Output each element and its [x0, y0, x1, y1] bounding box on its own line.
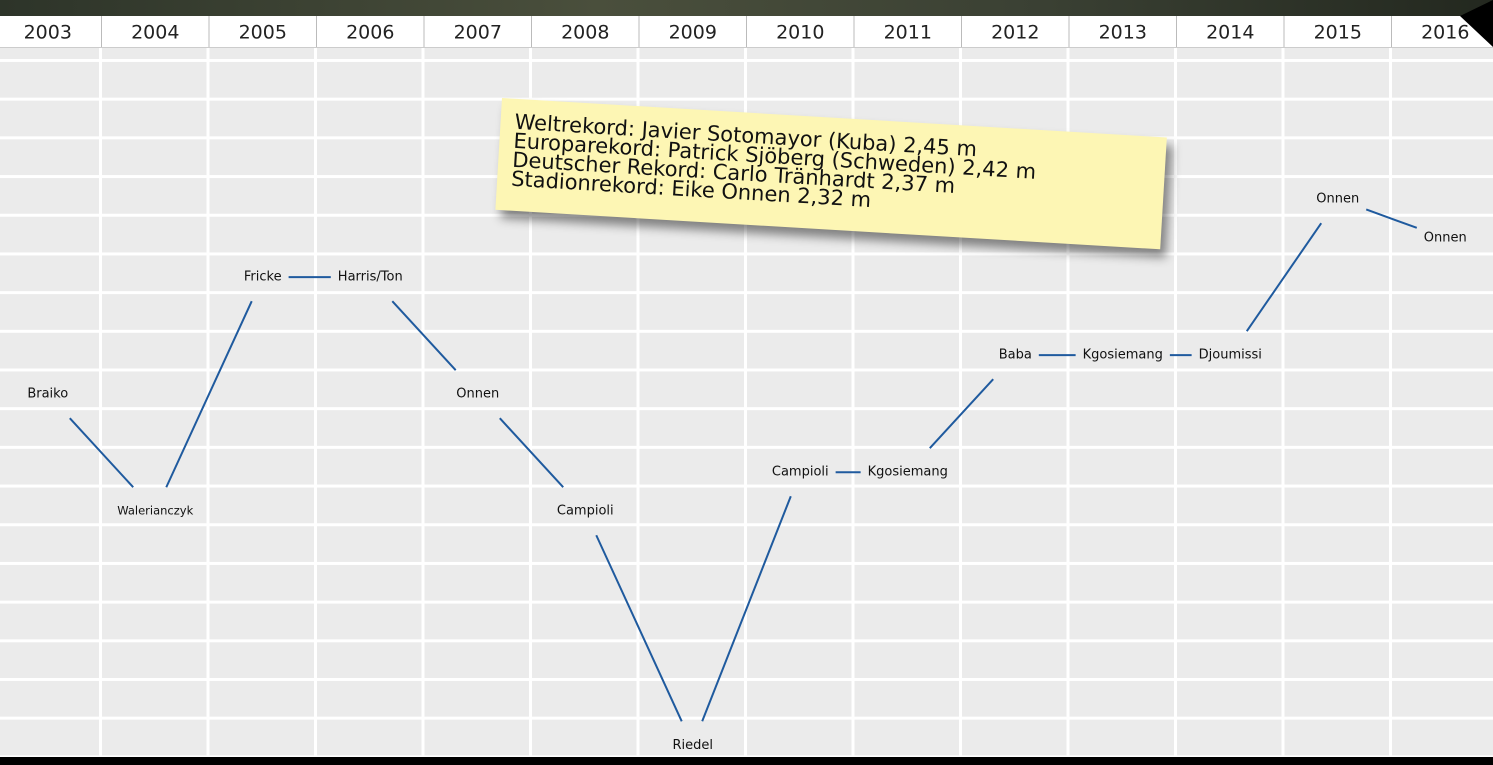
connector	[702, 496, 791, 721]
infographic: 2003 2004 2005 2006 2007 2008 2009 2010 2011 2012…	[0, 0, 1493, 765]
year-label: 2006	[346, 22, 394, 44]
year-label: 2010	[776, 22, 824, 44]
connector	[500, 418, 563, 487]
connector	[1247, 223, 1321, 331]
connector	[166, 301, 251, 487]
connector	[70, 418, 133, 487]
bottom-border	[0, 757, 1493, 765]
year-label: 2009	[669, 22, 717, 44]
connector	[930, 379, 993, 448]
point-label: Fricke	[244, 270, 282, 285]
point-label: Baba	[999, 348, 1032, 363]
year-label: 2004	[131, 22, 179, 44]
point-label: Onnen	[1316, 192, 1359, 207]
year-label: 2011	[884, 22, 932, 44]
point-label: Djoumissi	[1199, 348, 1262, 363]
point-label: Campioli	[557, 504, 614, 519]
year-label: 2003	[24, 22, 72, 44]
year-label: 2008	[561, 22, 609, 44]
point-label: Riedel	[672, 738, 713, 753]
year-label: 2013	[1099, 22, 1147, 44]
point-label: Braiko	[27, 387, 68, 402]
year-label: 2012	[991, 22, 1039, 44]
year-label: 2016	[1421, 22, 1469, 44]
point-label: Kgosiemang	[1083, 348, 1163, 363]
connector	[596, 535, 681, 721]
point-label: Onnen	[456, 387, 499, 402]
point-label: Campioli	[772, 465, 829, 480]
point-label: Walerianczyk	[117, 504, 193, 518]
point-label: Harris/Ton	[338, 270, 403, 285]
connector	[1366, 209, 1417, 227]
point-label: Onnen	[1424, 231, 1467, 246]
year-label: 2005	[239, 22, 287, 44]
year-label: 2014	[1206, 22, 1254, 44]
connector	[392, 301, 455, 370]
point-label: Kgosiemang	[868, 465, 948, 480]
year-label: 2007	[454, 22, 502, 44]
year-label: 2015	[1314, 22, 1362, 44]
